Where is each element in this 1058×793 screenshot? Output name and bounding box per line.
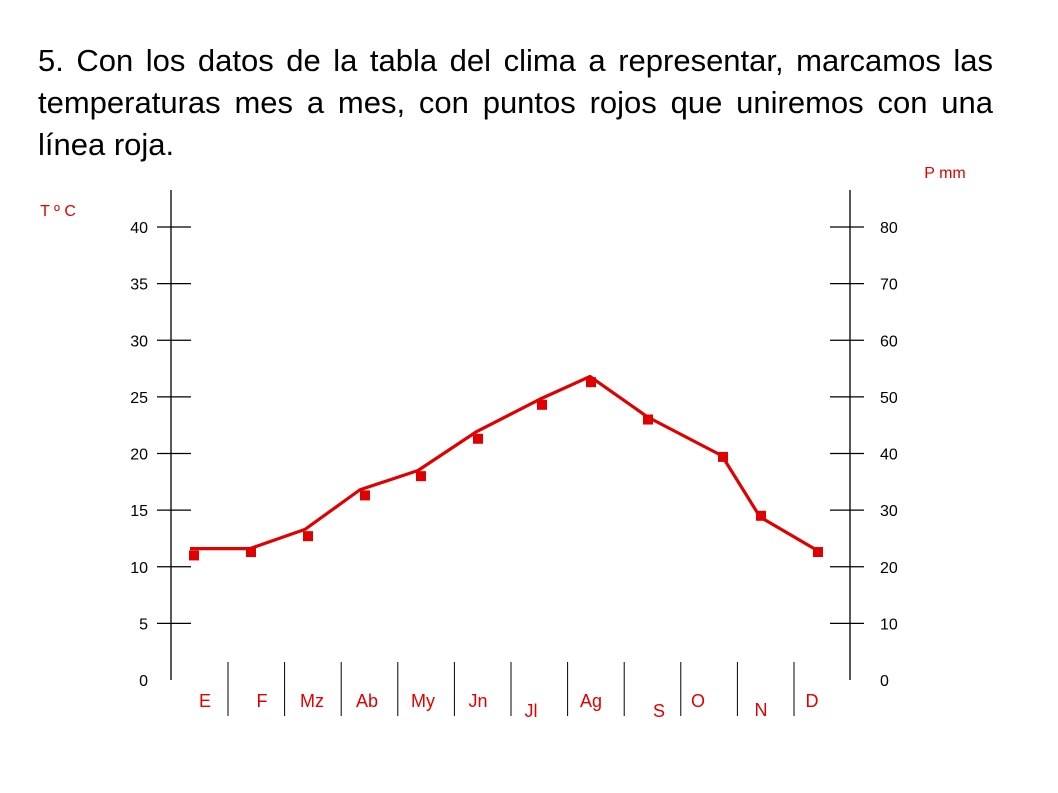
right-axis-title: P mm xyxy=(924,165,965,182)
left-tick-label: 0 xyxy=(139,673,148,690)
month-label: E xyxy=(199,691,211,711)
temperature-point xyxy=(416,471,426,482)
right-tick-label: 80 xyxy=(880,220,898,237)
month-label: Jn xyxy=(468,691,487,711)
month-label: Ag xyxy=(580,691,602,711)
month-label: My xyxy=(411,691,435,711)
left-tick-label: 15 xyxy=(130,503,148,520)
temperature-point xyxy=(537,399,547,410)
temperature-point xyxy=(756,510,766,521)
right-tick-label: 60 xyxy=(880,333,898,350)
chart-marks xyxy=(189,374,823,561)
temperature-point xyxy=(718,451,728,462)
temperature-point xyxy=(303,531,313,542)
left-tick-label: 5 xyxy=(139,616,148,633)
month-label: S xyxy=(653,701,665,721)
temperature-point xyxy=(189,550,199,561)
right-tick-label: 40 xyxy=(880,447,898,464)
month-label: O xyxy=(691,691,705,711)
left-tick-label: 20 xyxy=(130,447,148,464)
chart-axes: 0 5 10 15 20 25 30 35 40 0 10 20 30 40 50 60 70 80 E F Mz Ab M… xyxy=(130,190,898,721)
left-tick-label: 10 xyxy=(130,560,148,577)
month-label: F xyxy=(257,691,268,711)
temperature-point xyxy=(473,433,483,444)
right-tick-label: 10 xyxy=(880,616,898,633)
left-axis-title: T º C xyxy=(40,203,76,220)
temperature-line xyxy=(190,374,819,553)
temperature-point xyxy=(643,414,653,425)
month-label: Jl xyxy=(525,701,538,721)
month-label: N xyxy=(755,700,768,720)
month-label: Mz xyxy=(300,691,324,711)
temperature-point xyxy=(813,547,823,558)
right-tick-label: 50 xyxy=(880,390,898,407)
left-tick-label: 35 xyxy=(130,277,148,294)
right-tick-label: 70 xyxy=(880,277,898,294)
left-tick-label: 25 xyxy=(130,390,148,407)
month-label: D xyxy=(806,691,819,711)
right-tick-label: 30 xyxy=(880,503,898,520)
temperature-point xyxy=(360,490,370,501)
temperature-point xyxy=(586,377,596,388)
left-tick-label: 30 xyxy=(130,333,148,350)
month-label: Ab xyxy=(356,691,378,711)
left-tick-label: 40 xyxy=(130,220,148,237)
caption: 5. Con los datos de la tabla del clima a… xyxy=(38,43,993,162)
right-tick-label: 20 xyxy=(880,560,898,577)
temperature-point xyxy=(246,547,256,558)
right-tick-label: 0 xyxy=(880,673,889,690)
